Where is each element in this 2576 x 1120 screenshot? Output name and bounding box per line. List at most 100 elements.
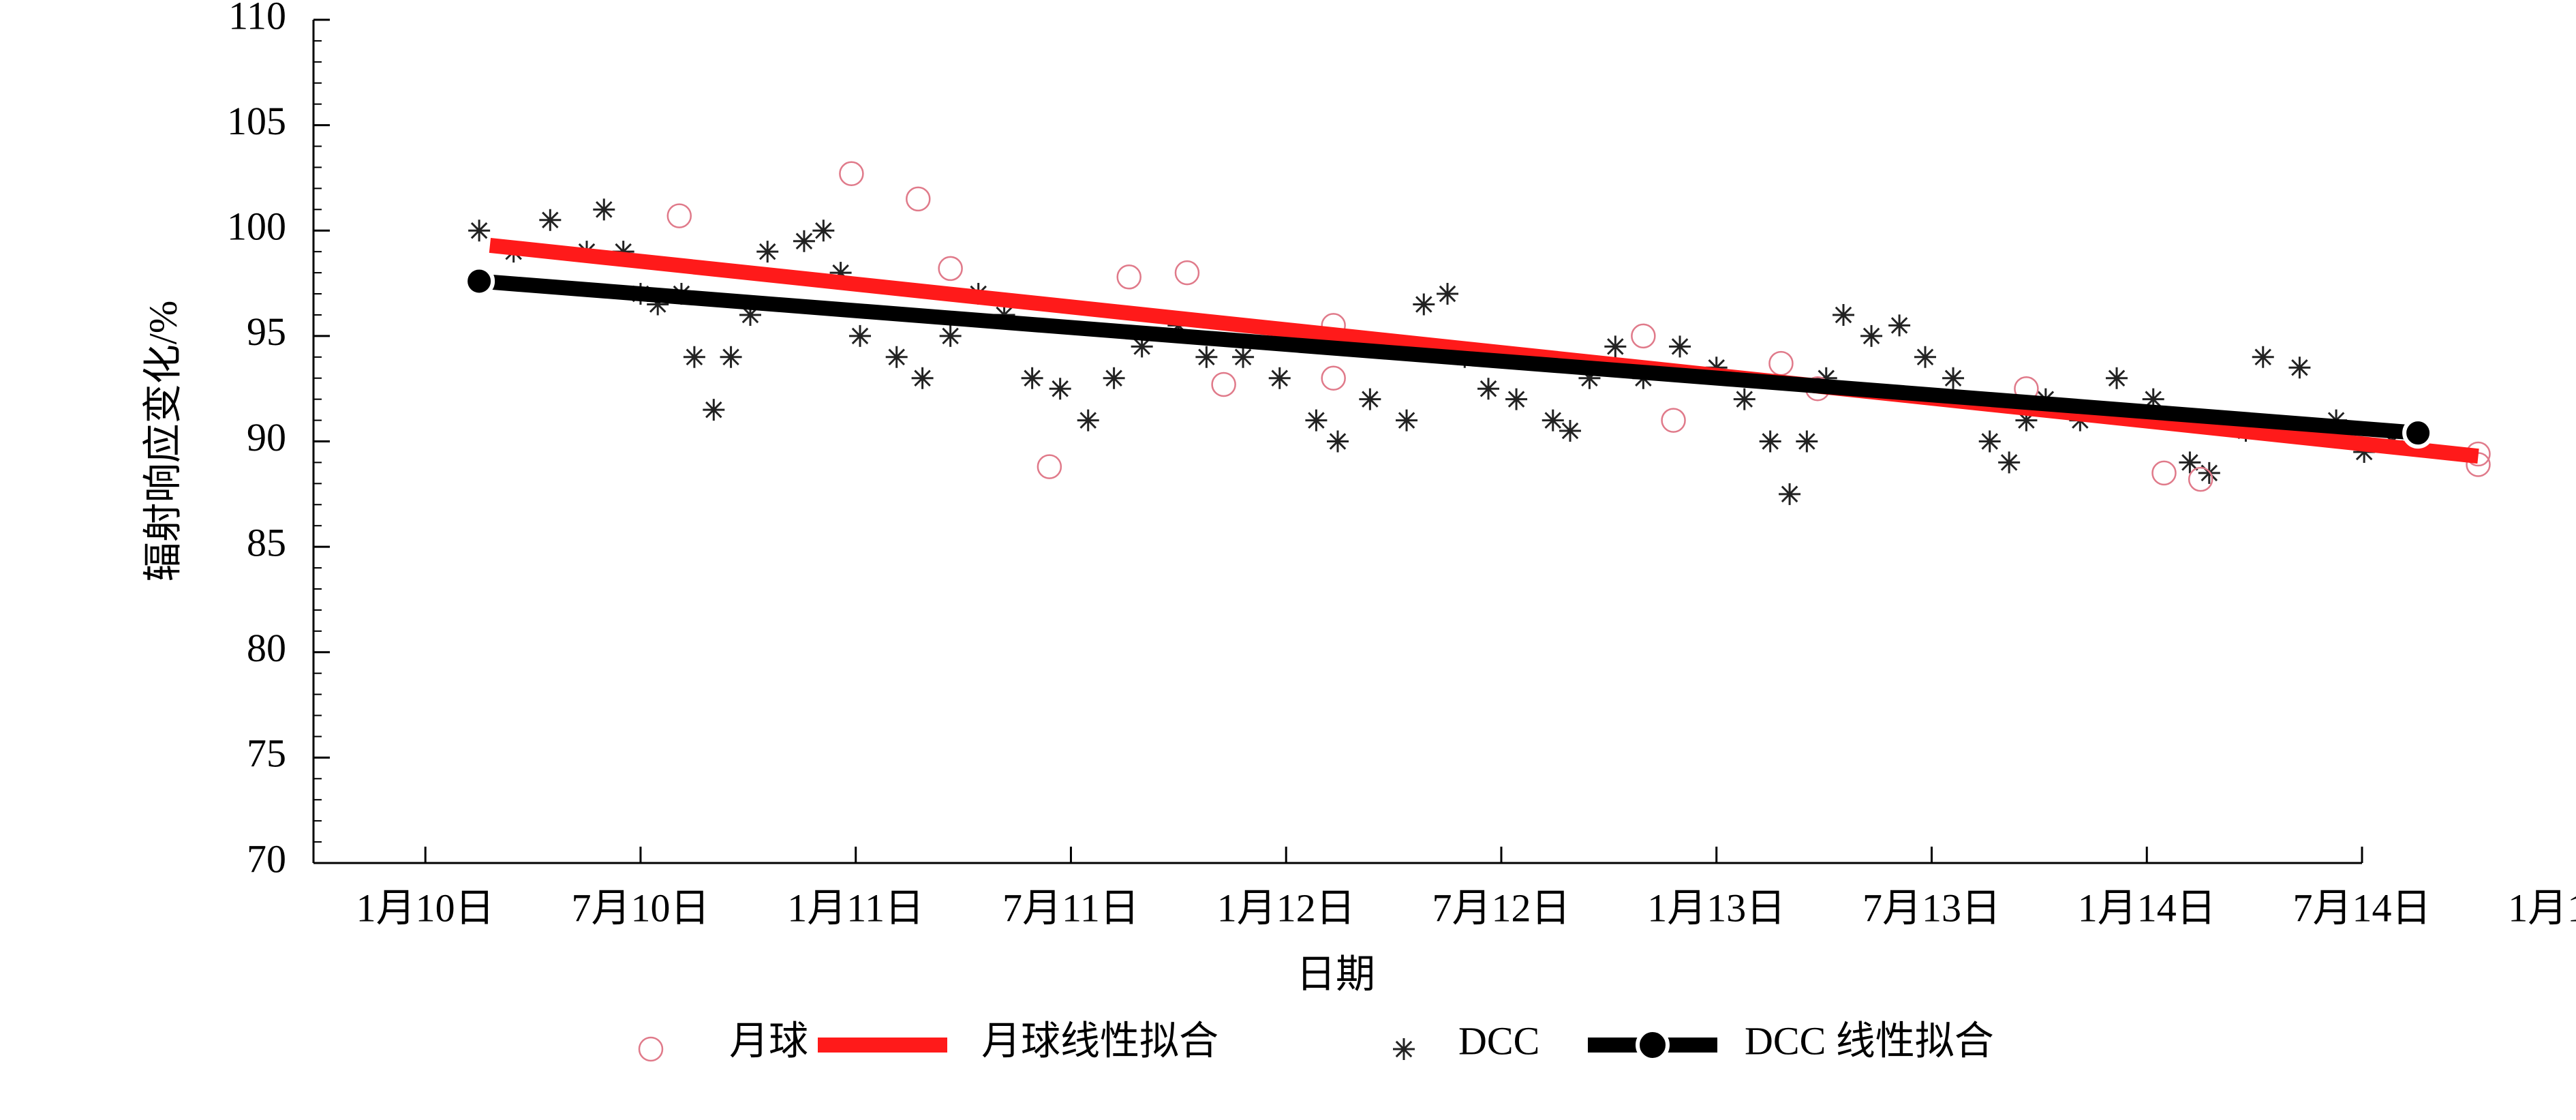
moon-point [1037, 454, 1062, 479]
y-tick-label: 70 [247, 836, 286, 881]
legend-label: 月球线性拟合 [981, 1018, 1218, 1063]
dcc-point [2106, 367, 2128, 389]
legend-marker [876, 1038, 889, 1052]
moon-point [906, 186, 931, 212]
dcc-point [1705, 357, 1728, 379]
moon-point [1661, 408, 1686, 433]
y-tick-label: 80 [247, 626, 286, 670]
x-tick-label: 1月11日 [787, 886, 924, 930]
moon-point [1174, 260, 1200, 286]
legend-label: DCC 线性拟合 [1745, 1018, 1994, 1063]
fit-line [478, 273, 2419, 441]
dcc-point [1779, 483, 1801, 505]
dcc-point [1305, 409, 1328, 432]
y-axis-label: 辐射响应变化/% [140, 301, 185, 581]
dcc-point [812, 220, 835, 242]
dcc-point [1327, 430, 1349, 453]
dcc-point [1195, 346, 1218, 368]
dcc-point [2179, 451, 2201, 474]
dcc-point [647, 293, 669, 316]
dcc-point [1815, 367, 1837, 389]
dcc-point [2252, 346, 2274, 368]
dcc-point [1396, 409, 1418, 432]
dcc-point [1413, 293, 1435, 316]
dcc-point [1437, 283, 1459, 305]
dcc-point [683, 346, 705, 368]
dcc-point [1505, 388, 1528, 410]
y-tick-label: 105 [227, 99, 286, 143]
legend-label: DCC [1458, 1018, 1539, 1063]
dcc-point [1914, 346, 1937, 368]
dcc-point [756, 241, 779, 263]
x-tick-label: 7月12日 [1432, 886, 1570, 930]
moon-point [666, 203, 692, 228]
dcc-point [1542, 409, 1564, 432]
dcc-point [1232, 346, 1255, 368]
y-tick-label: 85 [247, 520, 286, 564]
x-tick-label: 7月10日 [571, 886, 709, 930]
dcc-point [1077, 409, 1099, 432]
dcc-point [1888, 314, 1911, 337]
dcc-point [829, 262, 852, 284]
legend-label: 月球 [729, 1018, 808, 1063]
dcc-point [1021, 367, 1043, 389]
fit-endpoint [2402, 417, 2434, 449]
dcc-point [1669, 335, 1691, 358]
dcc-point [2015, 409, 2038, 432]
legend-marker [638, 1036, 664, 1062]
x-tick-label: 1月13日 [1647, 886, 1785, 930]
dcc-point [1998, 451, 2021, 474]
x-tick-label: 1月12日 [1217, 886, 1355, 930]
dcc-point [2288, 357, 2311, 379]
dcc-point [793, 230, 815, 252]
moon-point [1211, 372, 1236, 397]
dcc-point [1359, 388, 1381, 410]
y-tick-label: 110 [228, 0, 286, 37]
dcc-point [939, 324, 962, 347]
dcc-point [1733, 388, 1755, 410]
dcc-point [849, 324, 872, 347]
dcc-point [593, 198, 615, 221]
dcc-point [539, 209, 562, 231]
dcc-point [1268, 367, 1291, 389]
x-tick-label: 7月11日 [1002, 886, 1139, 930]
dcc-point [1860, 324, 1883, 347]
y-tick-label: 100 [227, 205, 286, 249]
x-tick-label: 1月14日 [2078, 886, 2216, 930]
x-tick-label: 1月15日 [2508, 886, 2576, 930]
dcc-point [1103, 367, 1125, 389]
x-axis-label: 日期 [1296, 952, 1375, 996]
dcc-point [1833, 303, 1855, 326]
dcc-point [1131, 335, 1153, 358]
x-tick-label: 7月14日 [2293, 886, 2431, 930]
dcc-point [468, 220, 491, 242]
dcc-point [1477, 378, 1500, 400]
dcc-point [1759, 430, 1781, 453]
dcc-point [1942, 367, 1965, 389]
moon-point [1116, 264, 1141, 290]
dcc-point [612, 241, 634, 263]
legend-marker [1636, 1028, 1670, 1062]
legend-marker [1393, 1038, 1415, 1060]
dcc-point [885, 346, 908, 368]
dcc-point [2142, 388, 2164, 410]
moon-point [1768, 350, 1794, 376]
x-tick-label: 1月10日 [356, 886, 495, 930]
dcc-point [1578, 367, 1601, 389]
dcc-point [720, 346, 742, 368]
dcc-point [1604, 335, 1627, 358]
y-tick-label: 95 [247, 309, 286, 354]
dcc-point [739, 303, 761, 326]
moon-point [1321, 365, 1346, 391]
moon-point [1631, 323, 1656, 349]
x-tick-label: 7月13日 [1862, 886, 2001, 930]
fit-line [489, 237, 2479, 464]
dcc-point [703, 399, 725, 421]
y-tick-label: 75 [247, 731, 286, 776]
fit-endpoint [463, 265, 495, 297]
moon-point [839, 161, 864, 187]
moon-point [938, 256, 963, 282]
dcc-point [1796, 430, 1818, 453]
